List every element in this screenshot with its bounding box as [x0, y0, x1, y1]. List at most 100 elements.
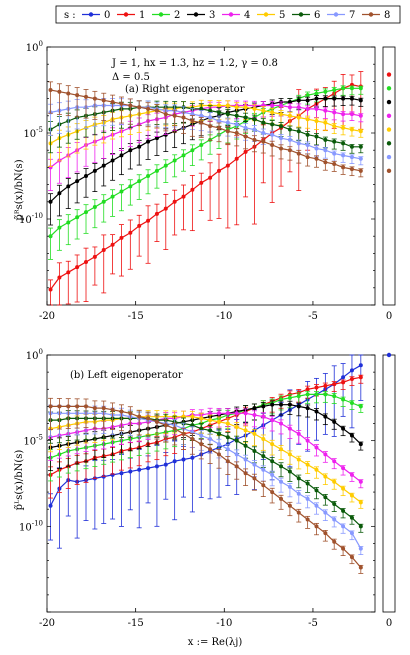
data-point-s8: [101, 406, 106, 411]
data-point-s2: [279, 397, 284, 402]
data-point-s3: [279, 402, 284, 407]
panel-b-x0-frame: [382, 354, 396, 613]
data-point-s1: [323, 383, 328, 388]
data-point-s8: [296, 151, 301, 156]
data-point-s5: [332, 479, 337, 484]
legend-title: s :: [64, 10, 76, 21]
data-point-s2: [84, 210, 89, 215]
data-point-s3: [154, 136, 159, 141]
data-point-s3: [296, 98, 301, 103]
data-point-s8: [110, 407, 115, 412]
data-point-s8: [172, 426, 177, 431]
data-point-s4: [323, 108, 328, 113]
data-point-s1: [172, 199, 177, 204]
data-point-s1: [101, 247, 106, 252]
x-tick-label: -15: [128, 311, 144, 322]
panel-b-xlabel: x := Re(λj): [188, 637, 243, 648]
data-point-s7: [349, 531, 354, 536]
data-point-s8: [119, 409, 124, 414]
data-point-s8: [199, 442, 204, 447]
legend-label-0: 0: [104, 10, 110, 21]
data-point-s1: [358, 375, 363, 380]
data-point-s2: [358, 86, 363, 91]
data-point-s5: [190, 414, 195, 419]
x-tick-label-zero: 0: [386, 618, 392, 629]
data-point-s1: [181, 194, 186, 199]
data-point-s8: [225, 459, 230, 464]
data-point-s8: [208, 447, 213, 452]
legend-label-7: 7: [349, 10, 355, 21]
data-point-s5: [349, 493, 354, 498]
data-point-s8: [137, 105, 142, 110]
data-point-s6: [190, 423, 195, 428]
y-tick-label: 100: [26, 348, 43, 362]
data-point-s8: [270, 490, 275, 495]
data-point-s8: [146, 416, 151, 421]
data-point-s8: [216, 125, 221, 130]
data-point-s8: [154, 419, 159, 424]
data-point-s0: [341, 375, 346, 380]
data-point-s3: [92, 168, 97, 173]
data-point-s4: [341, 466, 346, 471]
x-tick-label: -15: [128, 618, 144, 629]
data-point-s8: [66, 404, 71, 409]
data-point-s3: [48, 199, 53, 204]
data-point-s6: [252, 448, 257, 453]
data-point-s2: [314, 392, 319, 397]
data-point-s7: [261, 131, 266, 135]
data-point-s3: [75, 179, 80, 184]
data-point-s5: [252, 106, 257, 111]
data-point-s7: [225, 120, 230, 125]
y-tick-exponent: 0: [39, 40, 43, 48]
x-tick-label: -5: [308, 311, 318, 322]
data-point-s7: [252, 127, 257, 132]
data-point-s6: [234, 438, 239, 443]
data-point-s8: [48, 88, 53, 92]
data-point-s8: [190, 436, 195, 441]
data-point-s5: [208, 418, 213, 423]
y-tick-label: 10-5: [23, 434, 43, 448]
data-point-s7: [225, 447, 230, 452]
panel-b-main-frame: [46, 354, 376, 613]
series-line-s0: [49, 364, 362, 507]
data-point-s6: [243, 115, 248, 120]
data-point-s2: [314, 91, 319, 96]
data-point-s6: [323, 495, 328, 500]
data-point-s2: [341, 86, 346, 91]
data-point-s7: [208, 436, 213, 441]
data-point-s4: [252, 412, 257, 417]
data-point-s7: [190, 430, 195, 435]
x0-point-s2: [386, 86, 392, 91]
data-point-s5: [358, 500, 363, 505]
data-point-s1: [128, 230, 133, 235]
data-point-s7: [216, 442, 221, 447]
data-point-s5: [296, 115, 301, 120]
x0-point-s1: [386, 72, 392, 77]
data-point-s8: [216, 452, 221, 457]
data-point-s6: [270, 459, 275, 464]
data-point-s1: [305, 387, 310, 392]
data-point-s8: [279, 146, 284, 151]
data-point-s5: [279, 447, 284, 452]
data-point-s1: [163, 206, 168, 211]
data-point-s7: [199, 433, 204, 438]
data-point-s4: [216, 411, 221, 416]
data-point-s4: [314, 106, 319, 111]
data-point-s2: [341, 397, 346, 402]
data-point-s3: [349, 96, 354, 101]
data-point-s2: [48, 234, 53, 239]
data-point-s2: [358, 404, 363, 409]
data-point-s6: [199, 106, 204, 111]
data-point-s8: [163, 423, 168, 428]
data-point-s1: [119, 235, 124, 240]
data-point-s3: [323, 96, 328, 101]
data-point-s2: [154, 168, 159, 173]
data-point-s3: [305, 406, 310, 411]
data-point-s2: [287, 395, 292, 400]
data-point-s8: [358, 565, 363, 570]
data-point-s7: [208, 115, 213, 120]
data-point-s8: [314, 156, 319, 161]
data-point-s7: [199, 113, 204, 118]
data-point-s3: [137, 144, 142, 149]
